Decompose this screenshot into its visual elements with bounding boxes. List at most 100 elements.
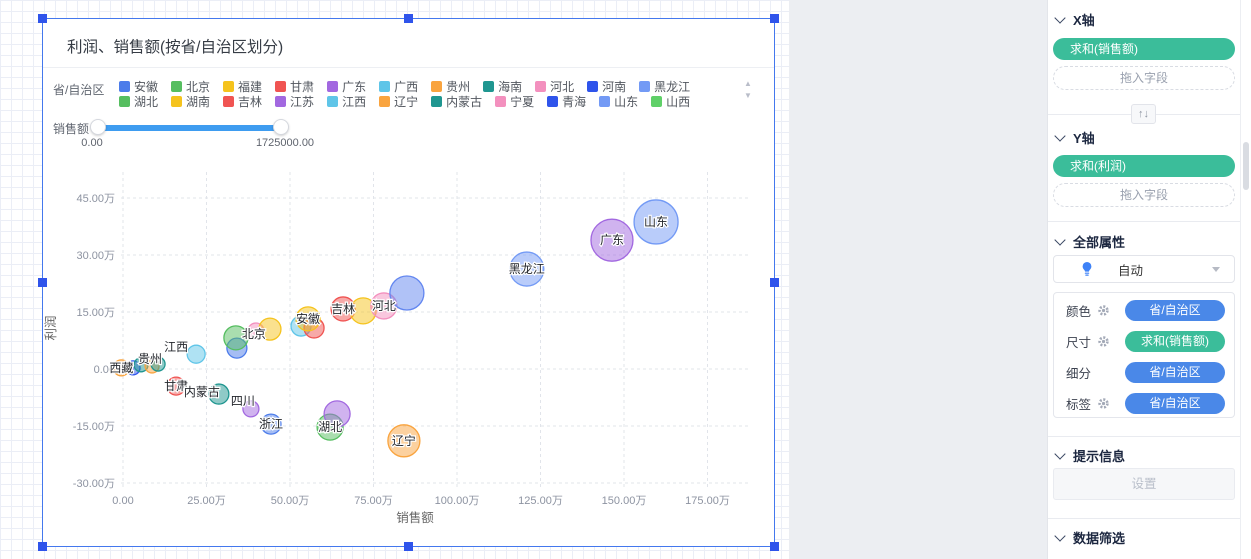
legend-swatch-icon <box>171 96 183 107</box>
legend-swatch-icon <box>379 96 391 107</box>
bubble-内蒙古[interactable] <box>208 383 230 405</box>
bubble-北京[interactable] <box>223 325 249 351</box>
legend-item[interactable]: 宁夏 <box>495 93 534 110</box>
bubble-广东[interactable] <box>590 218 634 262</box>
swap-axes-button[interactable]: ↑↓ <box>1131 104 1156 124</box>
legend-scroll-down-icon[interactable]: ▼ <box>744 91 752 100</box>
resize-handle-bottom-center[interactable] <box>403 542 413 551</box>
legend-swatch-icon <box>223 81 235 92</box>
y-axis-field-pill[interactable]: 求和(利润) <box>1053 155 1235 177</box>
resize-handle-bottom-left[interactable] <box>38 542 47 551</box>
resize-handle-middle-right[interactable] <box>770 277 779 287</box>
legend-item[interactable]: 广东 <box>327 78 366 95</box>
bubble-unlabeled[interactable] <box>258 317 282 341</box>
bubble-甘肃[interactable] <box>166 376 186 396</box>
legend-item[interactable]: 青海 <box>547 93 586 110</box>
bubble-黑龙江[interactable] <box>509 251 545 287</box>
bubble-label: 黑龙江 <box>509 262 545 276</box>
slider-handle-max[interactable] <box>273 119 289 135</box>
bubble-label: 安徽 <box>296 311 320 326</box>
legend-item[interactable]: 贵州 <box>431 78 470 95</box>
x-axis-field-pill[interactable]: 求和(销售额) <box>1053 38 1235 60</box>
size-slider-track[interactable] <box>90 119 289 135</box>
chart-widget[interactable]: 利润、销售额(按省/自治区划分) 省/自治区 安徽 北京 福建 甘肃 广东 广西 贵州 海南河… <box>38 14 779 551</box>
legend-item[interactable]: 吉林 <box>223 93 262 110</box>
section-header-properties[interactable]: 全部属性 <box>1054 232 1125 251</box>
legend-swatch-icon <box>119 96 130 107</box>
bubble-label: 辽宁 <box>392 433 416 448</box>
legend-item[interactable]: 内蒙古 <box>431 93 482 110</box>
size-slider-label: 销售额 <box>53 122 90 136</box>
legend-item[interactable]: 河北 <box>535 78 574 95</box>
chart-mode-dropdown[interactable]: 自动 <box>1053 255 1235 283</box>
bubble-浙江[interactable] <box>260 413 282 435</box>
gear-icon[interactable] <box>1097 304 1110 317</box>
legend-item[interactable]: 福建 <box>223 78 262 95</box>
legend-item[interactable]: 江苏 <box>275 93 314 110</box>
legend-item[interactable]: 黑龙江 <box>639 78 690 95</box>
legend-item[interactable]: 海南 <box>483 78 522 95</box>
property-field-pill[interactable]: 省/自治区 <box>1125 393 1225 414</box>
resize-handle-middle-left[interactable] <box>38 277 47 287</box>
legend-item-label: 山东 <box>614 95 639 109</box>
section-header-y-axis[interactable]: Y轴 <box>1054 128 1095 147</box>
legend-item-label: 河南 <box>602 80 627 94</box>
resize-handle-top-right[interactable] <box>770 14 779 23</box>
legend-item[interactable]: 辽宁 <box>379 93 418 110</box>
bubble-unlabeled[interactable] <box>150 356 166 372</box>
x-axis-drop-zone[interactable]: 拖入字段 <box>1053 66 1235 90</box>
legend-item-label: 黑龙江 <box>654 80 691 94</box>
legend-item[interactable]: 湖南 <box>171 93 210 110</box>
resize-handle-top-center[interactable] <box>403 14 413 23</box>
scrollbar-thumb[interactable] <box>1243 142 1249 190</box>
legend-swatch-icon <box>651 96 663 107</box>
bubble-辽宁[interactable] <box>387 424 421 458</box>
property-row-标签: 标签 省/自治区 <box>1054 388 1234 419</box>
x-tick-label: 75.00万 <box>354 495 393 507</box>
legend-swatch-icon <box>379 81 391 92</box>
legend-item[interactable]: 山东 <box>599 93 638 110</box>
legend-swatch-icon <box>431 81 443 92</box>
legend-scroll-up-icon[interactable]: ▲ <box>744 79 752 88</box>
property-field-pill[interactable]: 省/自治区 <box>1125 300 1225 321</box>
y-axis-drop-zone[interactable]: 拖入字段 <box>1053 183 1235 207</box>
bubble-江西[interactable] <box>186 344 206 364</box>
bubble-label: 内蒙古 <box>184 384 220 399</box>
property-field-pill[interactable]: 省/自治区 <box>1125 362 1225 383</box>
legend-item-label: 湖南 <box>186 95 211 109</box>
slider-handle-min[interactable] <box>90 119 106 135</box>
legend-item-label: 海南 <box>498 80 523 94</box>
section-header-data-filter[interactable]: 数据筛选 <box>1054 528 1125 547</box>
resize-handle-top-left[interactable] <box>38 14 47 23</box>
bubble-山东[interactable] <box>633 199 679 245</box>
section-header-x-axis[interactable]: X轴 <box>1054 10 1095 29</box>
gear-icon[interactable] <box>1097 397 1110 410</box>
tooltip-settings-button[interactable]: 设置 <box>1053 468 1235 500</box>
bubble-label: 吉林 <box>331 302 355 316</box>
section-header-tooltip[interactable]: 提示信息 <box>1054 446 1125 465</box>
legend-swatch-icon <box>483 81 495 92</box>
legend-item[interactable]: 山西 <box>651 93 690 110</box>
legend-item-label: 北京 <box>186 80 211 94</box>
bubble-安徽[interactable] <box>295 306 321 332</box>
resize-handle-bottom-right[interactable] <box>770 542 779 551</box>
bubble-unlabeled[interactable] <box>389 275 425 311</box>
x-axis-title: 销售额 <box>396 510 434 525</box>
legend-item-label: 湖北 <box>134 95 159 109</box>
legend-item[interactable]: 北京 <box>171 78 210 95</box>
legend-item[interactable]: 广西 <box>379 78 418 95</box>
panel-scrollbar[interactable] <box>1240 0 1251 559</box>
gear-icon[interactable] <box>1097 335 1110 348</box>
bubble-unlabeled[interactable] <box>323 400 351 428</box>
legend-item[interactable]: 河南 <box>587 78 626 95</box>
legend-item[interactable]: 甘肃 <box>275 78 314 95</box>
properties-group: 颜色 省/自治区 尺寸 求和(销售额) 细分 省/自治区 标签 省/自治区 <box>1053 292 1235 418</box>
legend-item[interactable]: 安徽 <box>119 78 158 95</box>
bubble-四川[interactable] <box>242 400 260 418</box>
property-field-pill[interactable]: 求和(销售额) <box>1125 331 1225 352</box>
y-axis-title: 利润 <box>44 315 58 340</box>
legend-item[interactable]: 江西 <box>327 93 366 110</box>
bubble-label: 贵州 <box>138 352 162 366</box>
legend-swatch-icon <box>599 96 611 107</box>
legend-item[interactable]: 湖北 <box>119 93 158 110</box>
